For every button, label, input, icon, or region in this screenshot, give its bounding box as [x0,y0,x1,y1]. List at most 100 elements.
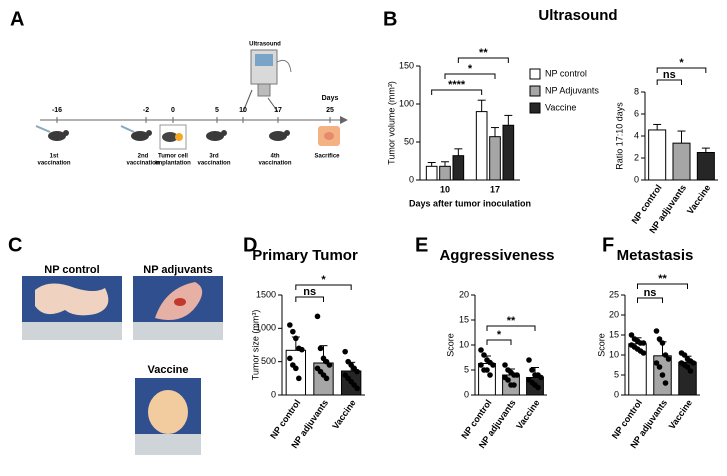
data-point [323,375,330,382]
y-tick-label: 100 [399,98,414,108]
timeline-event: vaccination [258,161,291,167]
significance-label: * [468,63,473,75]
legend-swatch [529,102,541,114]
y-axis-label: Tumor volume (mm³) [386,81,396,165]
y-tick-label: 10 [609,349,619,359]
significance-bracket [486,339,512,345]
y-tick-label: 0 [409,174,414,184]
photo-label: Vaccine [148,364,189,376]
significance-label: * [679,57,684,69]
data-point [640,340,647,346]
data-point [478,362,484,368]
x-tick-label: Vaccine [330,398,357,431]
y-tick-label: 20 [609,309,619,319]
timeline-event: 1st [50,154,59,160]
y-axis-label: Score [445,333,455,357]
significance-bracket [431,89,483,95]
legend-swatch [529,68,541,80]
data-point [490,362,496,368]
y-tick-label: 15 [459,314,469,324]
chart-title: Ultrasound [538,7,617,24]
significance-label: ns [663,69,676,81]
y-axis-label: Score [596,333,606,357]
x-tick-label: 17 [490,184,500,194]
data-point [511,382,517,388]
bar [452,155,465,181]
data-point [529,367,535,373]
y-tick-label: 20 [459,289,469,299]
data-point [299,346,305,353]
timeline-art [35,49,348,150]
significance-label: ns [303,286,316,298]
panel-label: D [243,234,257,256]
bar [672,142,691,181]
timeline-day: 5 [215,107,219,114]
timeline-day: -2 [143,107,149,114]
panel-label: B [383,8,397,30]
timeline-event: Sacrifice [314,154,340,160]
y-tick-label: 10 [459,339,469,349]
bar [475,111,488,181]
axis-label: Days [322,95,339,102]
significance-bracket [295,284,352,290]
significance-label: ** [658,273,667,285]
bar [489,136,501,181]
data-point [656,364,663,370]
timeline-event: Tumor cell [158,154,188,160]
timeline-event: vaccination [197,161,230,167]
data-point [296,375,302,382]
y-tick-label: 8 [634,86,639,96]
panel-label: F [602,234,614,256]
data-point [628,332,635,338]
timeline-event: 2nd [138,154,149,160]
data-point [317,345,324,352]
data-point [662,352,669,358]
significance-bracket [637,283,688,289]
y-tick-label: 1500 [256,289,276,299]
x-tick-label: Vaccine [685,183,712,216]
y-tick-label: 25 [609,289,619,299]
data-point [314,313,321,320]
photo [133,276,223,340]
timeline-event: implantation [155,161,191,167]
significance-bracket [656,67,707,73]
data-point [687,368,694,374]
significance-bracket [444,73,496,79]
y-tick-label: 6 [634,108,639,118]
significance-bracket [637,297,663,303]
data-point [354,385,360,392]
timeline-day: 10 [239,107,247,114]
y-tick-label: 2 [634,152,639,162]
x-tick-label: 10 [440,184,450,194]
data-point [662,380,669,386]
chart-title: Metastasis [617,247,694,264]
y-tick-label: 150 [399,60,414,70]
data-point [487,372,493,378]
panel-label: C [8,234,22,256]
timeline-event: 3rd [209,154,219,160]
significance-label: ** [479,47,488,59]
timeline-day: 25 [326,107,334,114]
timeline-event: vaccination [37,161,70,167]
data-point [478,347,484,353]
data-point [538,374,544,381]
data-point [502,362,508,368]
data-point [526,357,532,363]
data-point [690,360,697,366]
bar [439,165,451,181]
y-tick-label: 0 [271,389,276,399]
x-axis-label: Days after tumor inoculation [409,198,531,208]
data-point [514,372,520,378]
bar [696,152,715,181]
data-point [287,355,293,362]
y-tick-label: 15 [609,329,619,339]
data-point [484,367,490,373]
significance-label: * [497,329,502,341]
data-point [535,384,541,391]
timeline-day: -16 [52,107,62,114]
significance-bracket [656,79,682,85]
y-tick-label: 0 [614,389,619,399]
y-axis-label: Tumor size (mm³) [250,310,260,381]
device-label: Ultrasound [249,42,281,48]
